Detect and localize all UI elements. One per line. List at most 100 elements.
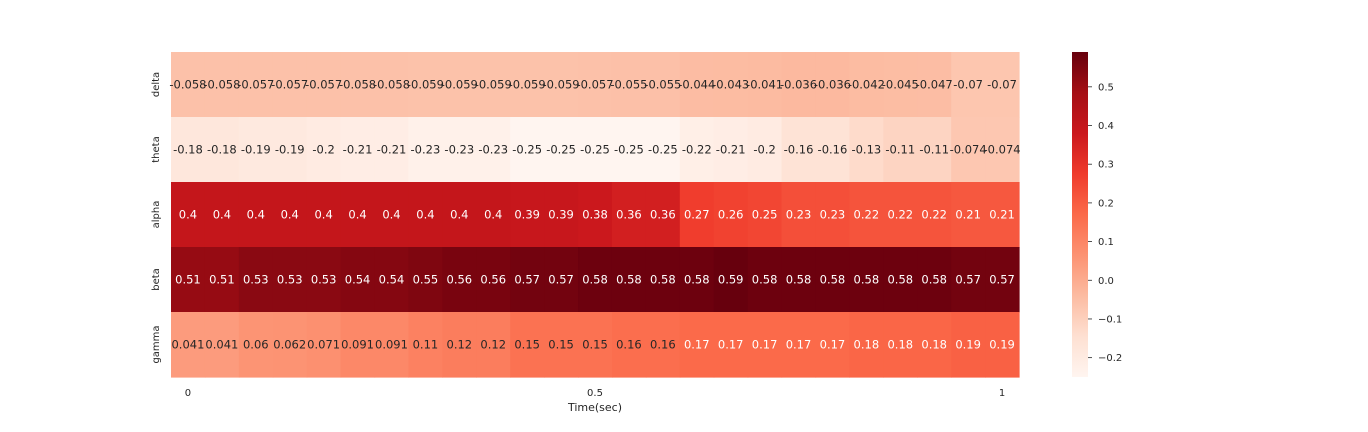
heatmap-cell [849, 182, 884, 248]
cell-value-label: 0.26 [718, 208, 744, 222]
cell-value-label: -0.074 [984, 143, 1021, 157]
heatmap-cells [171, 52, 1020, 378]
colorbar-tick-label: 0.1 [1098, 237, 1114, 248]
heatmap-cell [238, 182, 274, 248]
cell-value-label: 0.4 [382, 208, 400, 222]
cell-value-label: 0.091 [375, 338, 408, 352]
heatmap-cell [578, 312, 613, 378]
cell-value-label: -0.059 [543, 78, 580, 92]
cell-value-label: -0.057 [271, 78, 308, 92]
cell-value-label: 0.22 [854, 208, 880, 222]
heatmap-cell [883, 117, 918, 183]
heatmap-cell [408, 117, 443, 183]
colorbar-tick-label: 0.4 [1098, 121, 1114, 132]
heatmap-cell [171, 312, 206, 378]
heatmap-cell [238, 247, 274, 313]
heatmap-cell [645, 117, 681, 183]
cell-value-label: 0.53 [277, 273, 303, 287]
cell-value-label: -0.044 [678, 78, 715, 92]
heatmap-cell [815, 52, 850, 118]
x-tick-label: 0.5 [587, 388, 603, 399]
heatmap-cell [272, 312, 308, 378]
cell-value-label: 0.4 [213, 208, 231, 222]
cell-value-label: -0.16 [784, 143, 814, 157]
heatmap-cell [408, 312, 443, 378]
heatmap-cell [306, 117, 342, 183]
heatmap-cell [713, 52, 749, 118]
heatmap-cell [781, 247, 817, 313]
heatmap-cell [713, 117, 749, 183]
heatmap-cell [815, 312, 850, 378]
cell-value-label: 0.17 [786, 338, 812, 352]
heatmap-cell [306, 52, 342, 118]
cell-value-label: -0.21 [377, 143, 407, 157]
cell-value-label: -0.041 [746, 78, 783, 92]
heatmap-cell [713, 247, 749, 313]
cell-value-label: 0.091 [341, 338, 374, 352]
cell-value-label: -0.11 [919, 143, 949, 157]
cell-value-label: 0.56 [480, 273, 506, 287]
heatmap-cell [272, 182, 308, 248]
heatmap-cell [204, 182, 240, 248]
heatmap-cell [442, 312, 477, 378]
heatmap-cell [611, 52, 647, 118]
cell-value-label: 0.58 [854, 273, 880, 287]
heatmap-cell [544, 312, 579, 378]
cell-value-label: 0.16 [650, 338, 676, 352]
y-tick-labels: delta theta alpha beta gamma [151, 72, 162, 364]
cell-value-label: -0.21 [716, 143, 746, 157]
cell-value-label: -0.055 [610, 78, 647, 92]
cell-value-label: -0.23 [478, 143, 508, 157]
cell-value-label: 0.58 [616, 273, 642, 287]
cell-value-label: 0.17 [684, 338, 710, 352]
cell-value-label: 0.54 [345, 273, 371, 287]
cell-value-label: 0.11 [413, 338, 439, 352]
x-tick-label: 0 [185, 388, 191, 399]
cell-value-label: 0.17 [718, 338, 744, 352]
cell-value-label: 0.16 [616, 338, 642, 352]
cell-value-label: -0.21 [343, 143, 373, 157]
cell-value-label: 0.55 [413, 273, 439, 287]
heatmap-cell [272, 52, 308, 118]
heatmap-cell [272, 247, 308, 313]
row-label-beta: beta [151, 268, 162, 291]
heatmap-cell [985, 117, 1020, 183]
heatmap-cell [815, 247, 850, 313]
heatmap-cell [679, 117, 715, 183]
cell-value-label: -0.057 [576, 78, 613, 92]
heatmap-cell [238, 117, 274, 183]
cell-value-label: -0.2 [312, 143, 334, 157]
heatmap-cell [408, 52, 443, 118]
cell-value-label: -0.058 [373, 78, 410, 92]
cell-value-label: 0.58 [752, 273, 778, 287]
cell-value-label: 0.18 [887, 338, 913, 352]
heatmap-cell [204, 312, 240, 378]
heatmap-cell [747, 182, 783, 248]
heatmap-cell [645, 312, 681, 378]
cell-value-label: -0.19 [241, 143, 271, 157]
cell-value-label: 0.17 [752, 338, 778, 352]
cell-value-label: 0.58 [650, 273, 676, 287]
cell-value-label: -0.18 [207, 143, 237, 157]
cell-value-label: -0.059 [475, 78, 512, 92]
cell-value-label: -0.07 [987, 78, 1017, 92]
cell-value-label: 0.51 [209, 273, 235, 287]
row-label-delta: delta [151, 72, 162, 97]
heatmap-cell-labels: -0.058-0.058-0.057-0.057-0.057-0.058-0.0… [169, 78, 1020, 352]
cell-value-label: 0.36 [650, 208, 676, 222]
heatmap-cell [442, 52, 477, 118]
heatmap-cell [476, 182, 511, 248]
cell-value-label: -0.059 [441, 78, 478, 92]
colorbar [1072, 52, 1088, 377]
heatmap-cell [544, 117, 579, 183]
cell-value-label: 0.4 [281, 208, 299, 222]
heatmap-cell [951, 247, 986, 313]
heatmap-cell [171, 247, 206, 313]
heatmap-cell [883, 182, 918, 248]
cell-value-label: 0.23 [820, 208, 846, 222]
heatmap-cell [171, 117, 206, 183]
cell-value-label: 0.58 [921, 273, 947, 287]
heatmap-cell [645, 182, 681, 248]
heatmap-cell [679, 247, 715, 313]
cell-value-label: 0.58 [820, 273, 846, 287]
